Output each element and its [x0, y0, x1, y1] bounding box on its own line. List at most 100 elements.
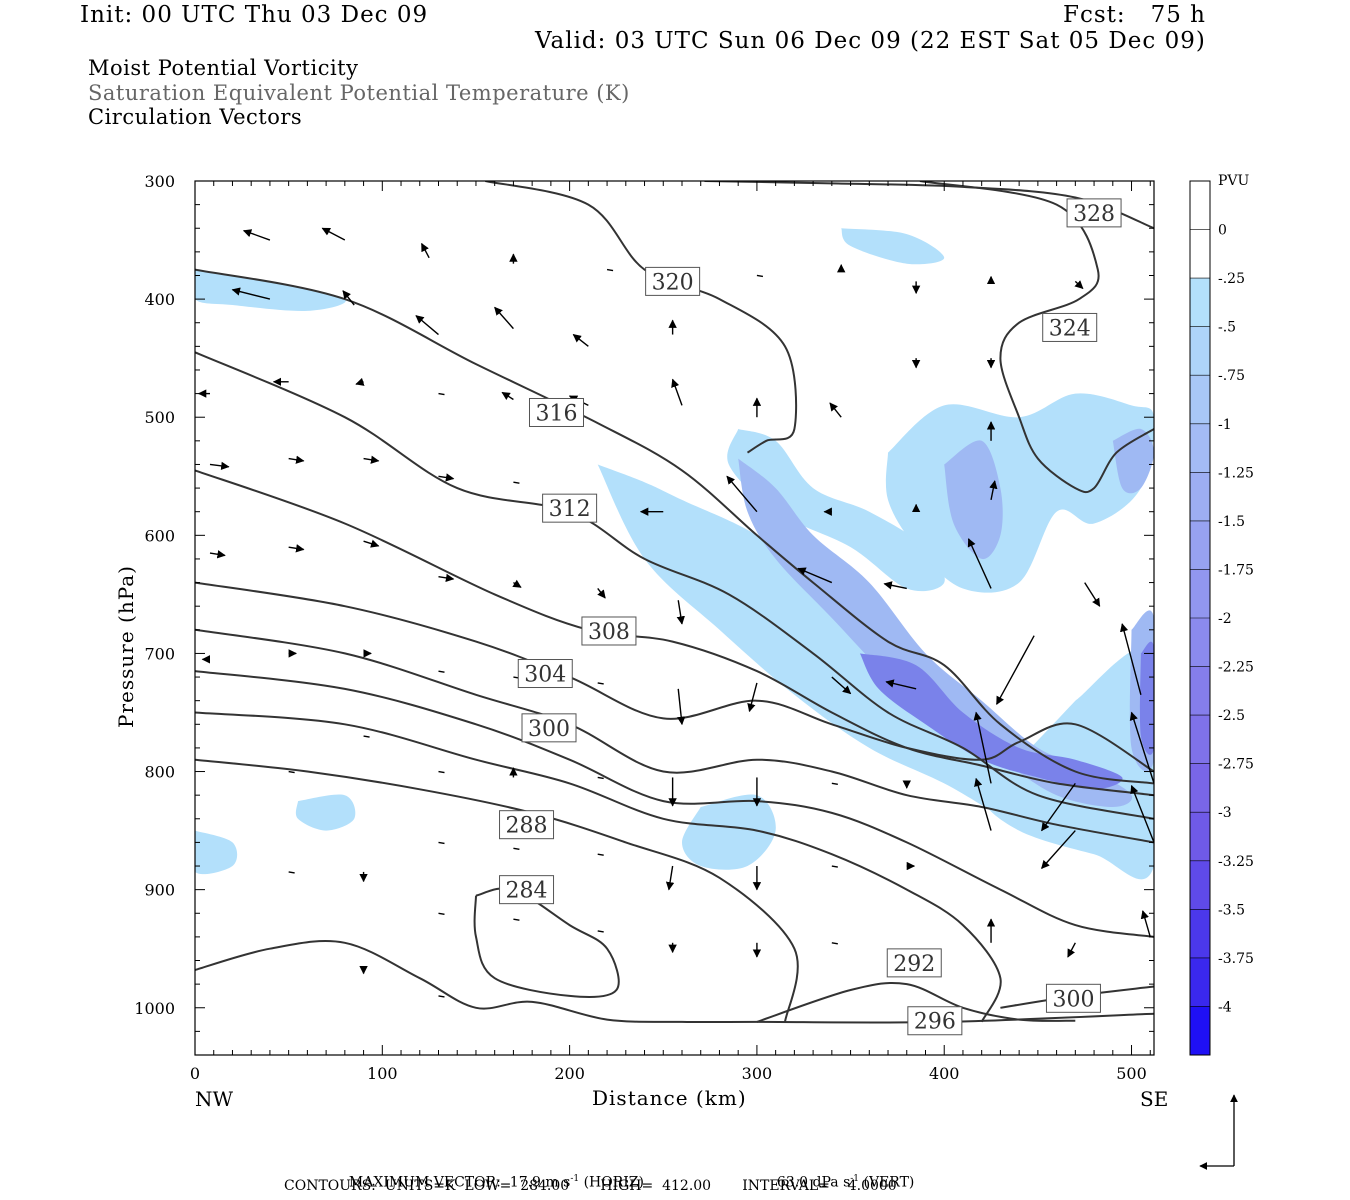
contour-label: 324 [1042, 312, 1098, 342]
max-vert-unit: (VERT) [863, 1174, 915, 1191]
contour-label: 308 [581, 616, 637, 646]
vector-arrow [597, 588, 606, 599]
colorbar-label: -1 [1218, 417, 1232, 433]
vector-arrow [1130, 784, 1154, 843]
max-vert-value: 63.0 dPa s [776, 1174, 851, 1191]
axes: 300 400 500 600 700 800 900 1000 0 100 200 300 400 50… [134, 172, 1154, 1083]
contour-line [919, 181, 1154, 494]
vector-arrow [288, 871, 295, 874]
vector-arrow [494, 306, 514, 330]
contour-label-box [1066, 198, 1122, 228]
vector-arrow [726, 475, 758, 513]
contour-label: 320 [645, 266, 701, 296]
colorbar-segment [1190, 909, 1210, 959]
vector-arrow [967, 538, 992, 589]
contour-label-text: 324 [1049, 316, 1091, 341]
vector-arrow [797, 567, 833, 584]
contour-label-text: 308 [588, 620, 630, 645]
colorbar-segment [1190, 715, 1210, 765]
reference-vector-icon [1199, 1094, 1238, 1170]
max-horiz-unit: (HORIZ) [583, 1174, 644, 1191]
contour-label: 316 [528, 397, 584, 427]
colorbar-segment [1190, 618, 1210, 668]
contour-label-box [1045, 983, 1101, 1013]
forecast-hour: Fcst: 75 h [1063, 2, 1206, 28]
colorbar-segment [1190, 326, 1210, 376]
x-tick-label: 500 [1116, 1064, 1147, 1083]
x-axis-title: Distance (km) [592, 1086, 747, 1110]
vector-arrow [288, 544, 305, 553]
max-horiz-value: 17.9 m s [509, 1174, 571, 1191]
vector-arrow [665, 865, 675, 891]
colorbar-label: -3.75 [1218, 951, 1254, 967]
max-vector-label: MAXIMUM VECTOR: [348, 1174, 501, 1191]
contour-label-box [521, 713, 577, 743]
pv-region [195, 269, 346, 312]
vector-arrow [421, 242, 430, 259]
vector-arrow [512, 579, 522, 588]
pv-region [859, 653, 1123, 790]
pv-region [1112, 428, 1154, 494]
pv-region [1139, 641, 1154, 755]
vector-arrow [342, 290, 355, 306]
contour-label: 296 [907, 1006, 963, 1036]
vector-arrow [1140, 910, 1151, 938]
contour-line [195, 268, 1154, 785]
contour-line [195, 628, 1154, 844]
colorbar-segment [1190, 860, 1210, 910]
x-tick-label: 0 [190, 1064, 200, 1083]
contour-label-text: 312 [549, 497, 591, 522]
vector-arrow [974, 777, 992, 831]
x-tick-label: 200 [554, 1064, 585, 1083]
contour-line [485, 181, 798, 454]
pv-region [295, 794, 356, 831]
vector-arrow [989, 480, 998, 501]
contour-label: 292 [886, 948, 942, 978]
y-tick-label: 400 [144, 290, 175, 309]
contour-label: 284 [499, 875, 555, 905]
contour-label-box [907, 1006, 963, 1036]
vector-arrow [415, 315, 439, 336]
colorbar-label: -2 [1218, 611, 1232, 627]
vector-arrow [288, 770, 295, 774]
vector-arrow [242, 229, 271, 241]
field-circulation: Circulation Vectors [88, 105, 303, 129]
vector-arrow [671, 378, 683, 406]
max-vector-line: MAXIMUM VECTOR: 17.9 m s-1 (HORIZ) [340, 1158, 644, 1191]
pv-region [944, 440, 1003, 560]
vector-arrow [606, 268, 614, 272]
contour-label-text: 288 [506, 814, 548, 839]
vector-arrow [597, 853, 604, 856]
colorbar-label: -.25 [1218, 271, 1245, 287]
vector-arrow [209, 550, 226, 559]
colorbar-label: 0 [1218, 223, 1227, 239]
contour-label-text: 328 [1073, 202, 1115, 227]
theta-es-contours [195, 181, 1154, 1024]
vector-arrow [288, 455, 305, 464]
plot-frame [194, 180, 1155, 1056]
contour-label-text: 320 [652, 270, 694, 295]
contour-label: 300 [1045, 983, 1101, 1013]
contours-info: CONTOURS: UNITS=K LOW= 284.00 HIGH= 412.… [284, 1178, 897, 1194]
contour-line [473, 887, 620, 998]
vector-arrow [513, 918, 520, 921]
contour-label-text: 296 [914, 1010, 956, 1035]
max-vert-line: 63.0 dPa s-1 (VERT) [768, 1158, 914, 1191]
contour-labels: 328 324 320 316 312 308 304 300 288 284 292 300 296 [499, 198, 1122, 1036]
colorbar-segment [1190, 375, 1210, 425]
contour-label-text: 304 [524, 663, 566, 688]
vector-arrow [1074, 280, 1084, 290]
colorbar-segment [1190, 181, 1210, 231]
vector-arrow [501, 391, 514, 401]
valid-time: Valid: 03 UTC Sun 06 Dec 09 (22 EST Sat … [535, 28, 1206, 54]
colorbar-label: -1.75 [1218, 562, 1254, 578]
colorbar-segment [1190, 666, 1210, 716]
contour-label-box [542, 493, 598, 523]
colorbar-label: -2.25 [1218, 660, 1254, 676]
vector-arrow [1120, 623, 1142, 695]
vector-arrow [363, 539, 380, 548]
contour-label-text: 300 [528, 717, 570, 742]
contour-label: 288 [499, 810, 555, 840]
vector-arrow [1041, 782, 1076, 832]
contour-label-text: 292 [893, 952, 935, 977]
